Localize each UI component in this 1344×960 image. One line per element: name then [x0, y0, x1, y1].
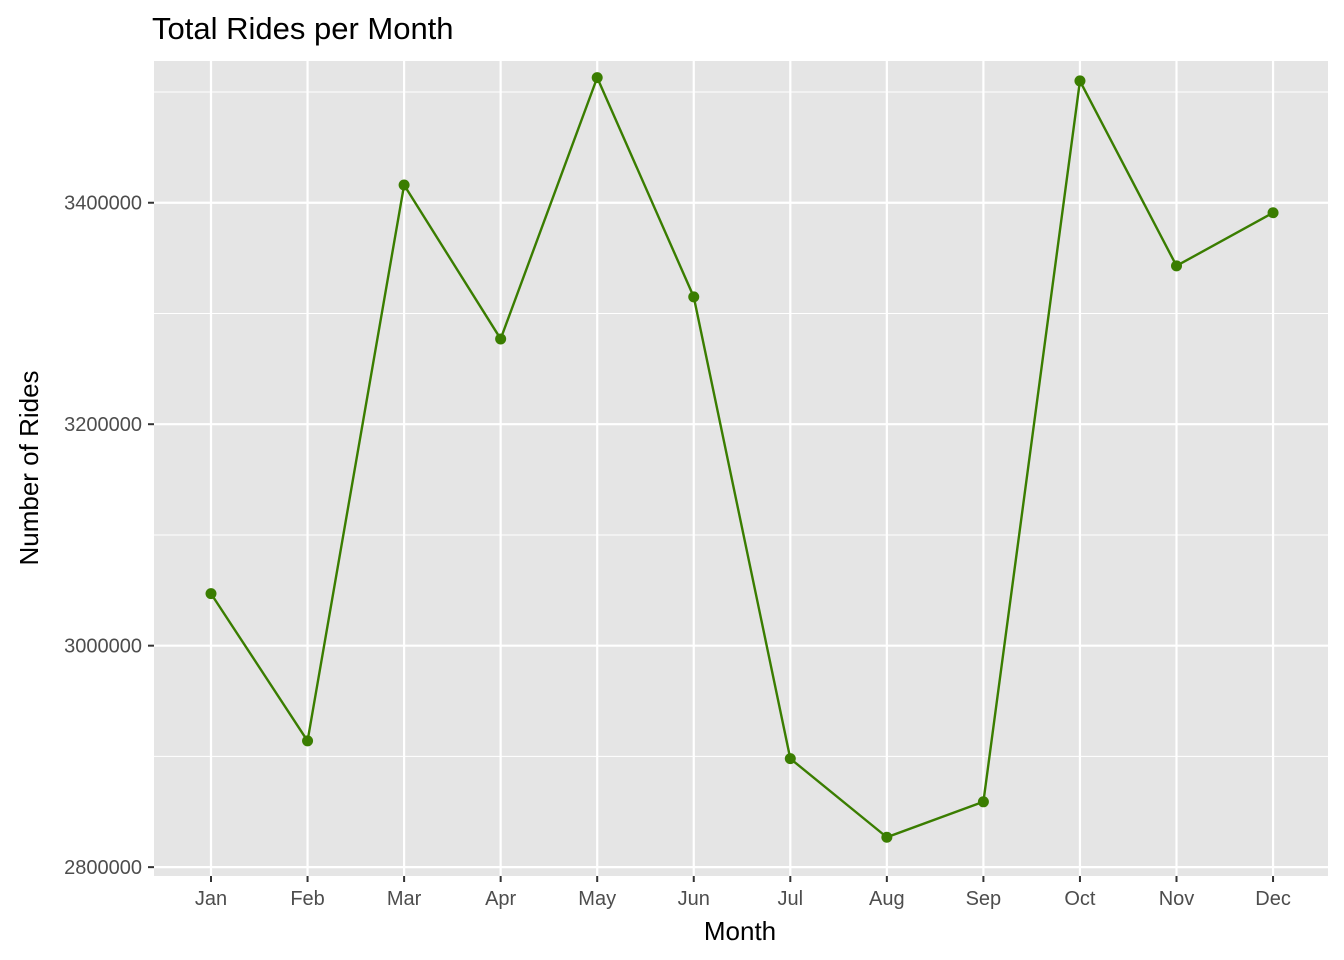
data-point — [591, 72, 603, 84]
y-tick-label: 3200000 — [64, 414, 142, 436]
series-layer — [205, 72, 1279, 843]
data-point — [881, 831, 893, 843]
x-tick-label: May — [578, 888, 616, 910]
data-point — [977, 796, 989, 808]
y-tick-label: 3000000 — [64, 636, 142, 658]
data-point — [398, 179, 410, 191]
y-axis-title: Number of Rides — [14, 370, 44, 565]
x-tick-label: Apr — [485, 888, 516, 910]
y-tick-label: 2800000 — [64, 857, 142, 879]
x-tick-label: Feb — [290, 888, 324, 910]
chart-title: Total Rides per Month — [152, 11, 454, 46]
data-point — [784, 753, 796, 765]
data-point — [1267, 207, 1279, 219]
data-point — [205, 588, 217, 600]
x-tick-label: Sep — [966, 888, 1002, 910]
minor-gridlines — [154, 91, 1328, 757]
x-tick-label: Dec — [1255, 888, 1291, 910]
plot-panel — [154, 61, 1328, 876]
x-tick-label: Jul — [778, 888, 804, 910]
x-tick-label: Mar — [387, 888, 422, 910]
x-tick-label: Jun — [678, 888, 710, 910]
y-tick-label: 3400000 — [64, 193, 142, 215]
x-tick-label: Nov — [1159, 888, 1195, 910]
x-tick-label: Jan — [195, 888, 227, 910]
data-point — [1074, 75, 1086, 87]
data-point — [1171, 260, 1182, 272]
x-axis-title: Month — [704, 916, 776, 946]
data-point — [302, 735, 314, 747]
data-point — [688, 291, 700, 303]
series-line — [209, 76, 1274, 839]
x-tick-label: Oct — [1064, 888, 1096, 910]
x-tick-label: Aug — [869, 888, 905, 910]
data-point — [495, 333, 507, 345]
x-axis: Jan Feb Mar Apr May Jun Jul Aug Sep Oct Nov Dec — [195, 876, 1291, 910]
major-gridlines — [154, 61, 1328, 876]
y-axis: 2800000 3000000 3200000 3400000 — [64, 193, 154, 879]
